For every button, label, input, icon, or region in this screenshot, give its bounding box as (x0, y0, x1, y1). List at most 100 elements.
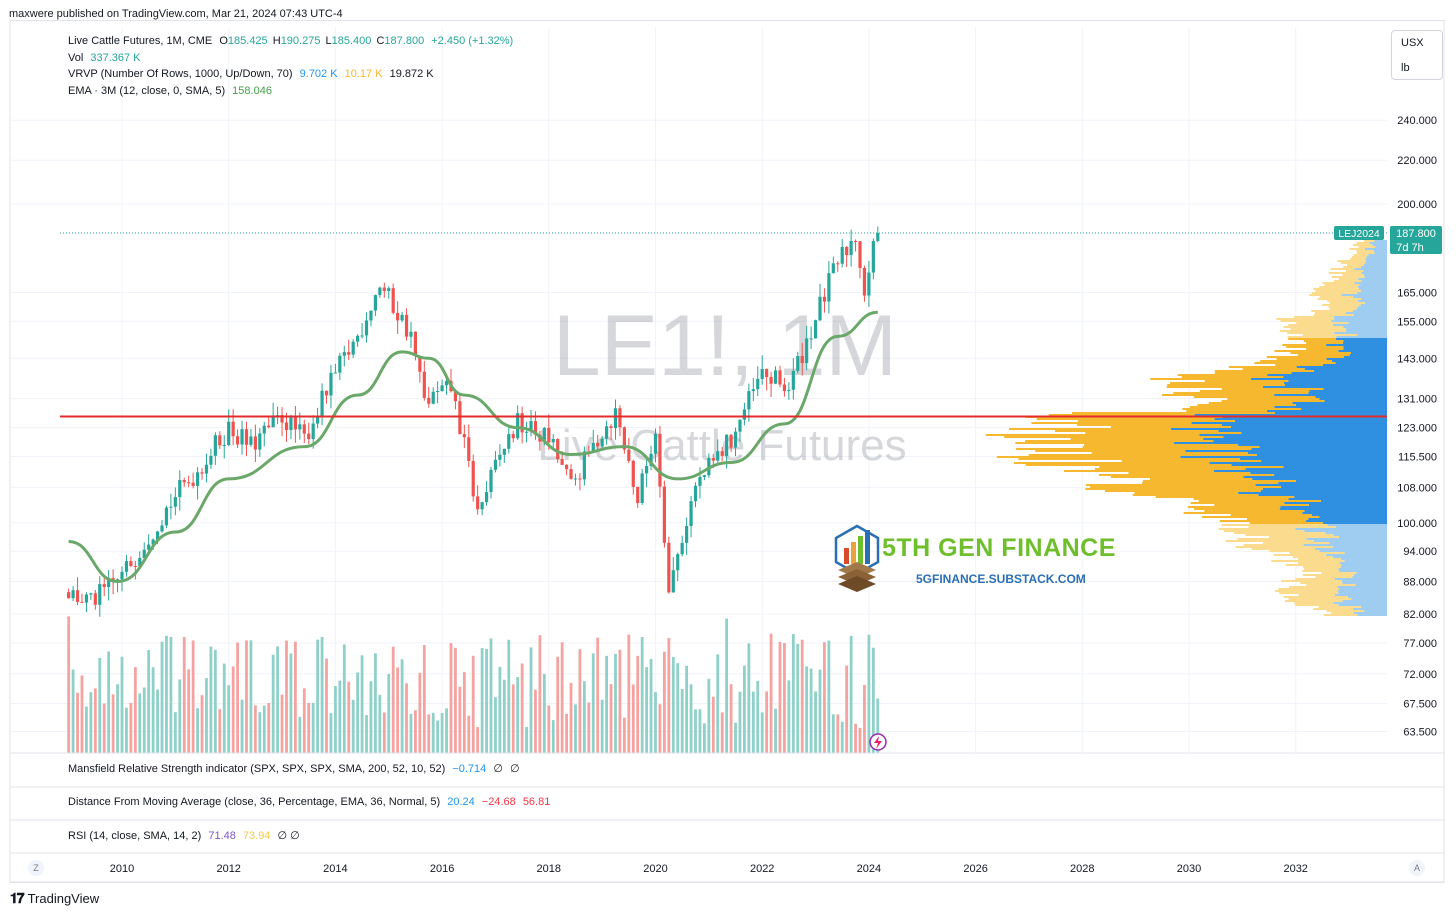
candle-body (778, 370, 782, 385)
vp-row-up (1360, 304, 1387, 306)
vp-row-up (1352, 576, 1387, 578)
volume-bar (218, 709, 222, 753)
vp-row-up (1338, 568, 1387, 570)
vp-row-down (1197, 404, 1296, 406)
vp-row-down (1077, 424, 1222, 426)
vol-value: 337.367 K (90, 51, 141, 64)
volume-bar (654, 692, 657, 753)
volume-bar (285, 640, 288, 753)
vp-row-up (1332, 546, 1387, 548)
vp-row-down (1091, 452, 1248, 454)
vp-row-down (1170, 382, 1284, 384)
vp-row-down (1315, 290, 1361, 292)
vp-row-down (1315, 576, 1353, 578)
unit-selector[interactable]: USX lb (1391, 30, 1443, 80)
candle-body (102, 584, 106, 588)
volume-bar (534, 689, 537, 753)
vp-row-up (1332, 324, 1387, 326)
candle-body (800, 356, 804, 364)
vp-row-down (1349, 248, 1365, 250)
vp-row-down (1306, 342, 1343, 344)
vp-row-down (1303, 568, 1339, 570)
candle-body (564, 464, 569, 470)
vp-row-up (1194, 414, 1387, 416)
vp-row-down (1223, 530, 1305, 532)
candle-body (75, 590, 80, 602)
candle-body (729, 434, 733, 448)
vp-row-down (1283, 596, 1348, 598)
vp-row-down (1227, 398, 1320, 400)
vp-row-up (1319, 398, 1387, 400)
volume-bar (258, 712, 262, 753)
vp-row-down (1331, 276, 1365, 278)
auto-scale-button[interactable]: A (1409, 860, 1425, 876)
vp-row-up (1348, 322, 1387, 324)
candle-body (511, 434, 515, 439)
vp-row-down (1263, 542, 1330, 544)
ema-value: 158.046 (232, 84, 272, 97)
low-value: 185.400 (331, 35, 372, 47)
vp-row-down (1356, 242, 1370, 244)
vp-row-down (1303, 566, 1341, 568)
vp-row-up (1344, 560, 1387, 562)
vp-row-up (1365, 258, 1387, 260)
candle-body (178, 479, 182, 498)
volume-bar (440, 713, 444, 753)
candle-body (400, 314, 404, 321)
vp-row-down (1282, 344, 1327, 346)
volume-bar (449, 643, 453, 753)
volume-bar (396, 667, 400, 753)
candle-body (480, 502, 484, 510)
volume-bar (494, 697, 497, 753)
volume-bar (769, 633, 773, 753)
high-label: H (272, 35, 281, 47)
vp-row-down (1234, 532, 1326, 534)
volume-bar (334, 686, 337, 753)
vp-row-down (1015, 442, 1175, 444)
tradingview-footer[interactable]: 𝟏𝟕 TradingView (10, 890, 99, 907)
vp-row-down (1246, 518, 1309, 520)
vp-row-down (1014, 462, 1210, 464)
candle-body (293, 415, 297, 430)
volume-bar (476, 727, 480, 753)
volume-bar (85, 706, 88, 753)
lightning-bolt (874, 736, 882, 749)
indicator-value-3: 56.81 (522, 796, 551, 808)
vp-row-up (1294, 496, 1387, 498)
candle-body (836, 263, 840, 265)
candle-body (716, 451, 720, 461)
vp-row-up (1247, 452, 1387, 454)
vp-row-up (1339, 562, 1387, 564)
indicator-value-3: ∅ ∅ (277, 830, 300, 842)
vp-row-up (1375, 246, 1387, 248)
vp-row-up (1322, 522, 1387, 524)
candle-body (209, 455, 213, 465)
vp-row-down (1290, 328, 1347, 330)
volume-bar (165, 635, 168, 753)
z-button[interactable]: Z (28, 860, 44, 876)
vp-row-up (1313, 370, 1387, 372)
volume-bar (427, 714, 431, 753)
candle-body (524, 431, 529, 433)
volume-bar (716, 654, 720, 753)
volume-bar (80, 675, 84, 753)
vp-row-down (1085, 484, 1256, 486)
volume-bar (525, 726, 528, 753)
volume-bar (538, 635, 542, 753)
vp-row-down (1036, 418, 1215, 420)
candle-body (302, 424, 306, 434)
vp-row-up (1260, 490, 1387, 492)
candle-body (138, 557, 142, 567)
vp-row-down (1322, 282, 1355, 284)
volume-bar (445, 708, 448, 753)
candle-body (676, 554, 680, 571)
vp-row-up (1349, 354, 1387, 356)
volume-bar (485, 648, 488, 753)
candle-body (160, 525, 164, 532)
candle-body (262, 425, 266, 434)
candle-body (467, 437, 471, 461)
vp-row-up (1366, 256, 1387, 258)
vp-row-up (1335, 362, 1387, 364)
